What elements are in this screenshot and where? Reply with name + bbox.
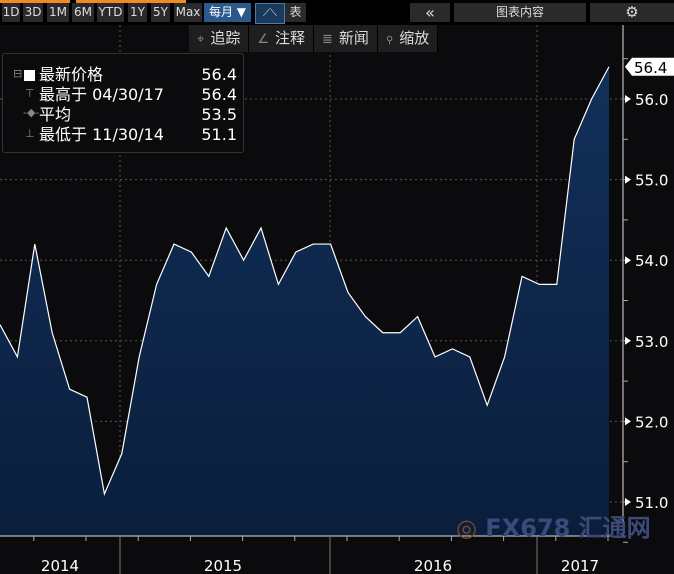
y-tick-arrow <box>625 336 631 345</box>
range-indicator <box>0 0 70 3</box>
range-button-1m[interactable]: 1M <box>47 3 69 22</box>
y-tick-label: 52.0 <box>635 413 668 431</box>
zoom-button[interactable]: ⚲ 缩放 <box>378 25 439 52</box>
news-label: 新闻 <box>338 29 369 47</box>
collapse-icon[interactable]: ⊟ <box>13 67 23 80</box>
y-tick-label: 53.0 <box>635 333 668 351</box>
area-fill <box>0 66 609 536</box>
y-tick-label: 54.0 <box>635 252 668 270</box>
zoom-label: 缩放 <box>399 29 430 47</box>
low-icon: ⊥ <box>25 127 35 140</box>
pen-icon: ∠ <box>257 32 269 47</box>
settings-button[interactable]: ⚙ <box>590 3 674 22</box>
watermark-logo: ◎ FX678 汇通网 <box>456 514 651 542</box>
range-button-5y[interactable]: 5Y <box>151 3 170 22</box>
y-tick-arrow <box>625 417 631 426</box>
crosshair-icon: ⌖ <box>197 32 205 47</box>
x-tick-label: 2014 <box>41 557 79 574</box>
range-button-1y[interactable]: 1Y <box>128 3 147 22</box>
track-label: 追踪 <box>210 29 241 47</box>
last-value-label: 56.4 <box>634 59 667 77</box>
legend-average: 平均 53.5 <box>39 105 237 125</box>
x-tick-label: 2017 <box>561 557 599 574</box>
chart-tools: ⌖ 追踪 ∠ 注释 ≣ 新闻 ⚲ 缩放 <box>189 25 439 52</box>
legend-latest: 最新价格 56.4 <box>39 65 237 85</box>
magnifier-icon: ⚲ <box>385 35 394 46</box>
range-indicator <box>76 0 164 3</box>
series-swatch <box>24 70 35 81</box>
annotate-label: 注释 <box>275 29 306 47</box>
legend: ⊟ 最新价格 56.4 ⊤ 最高于 04/30/17 56.4 -◆- 平均 53.5… <box>2 53 244 153</box>
y-tick-label: 51.0 <box>635 494 668 512</box>
legend-low: 最低于 11/30/14 51.1 <box>39 125 237 145</box>
y-tick-arrow <box>625 498 631 506</box>
range-indicator <box>146 0 186 3</box>
table-button[interactable]: 表 <box>285 3 306 22</box>
news-button[interactable]: ≣ 新闻 <box>314 25 378 52</box>
high-icon: ⊤ <box>25 87 35 100</box>
news-icon: ≣ <box>322 32 333 47</box>
y-tick-arrow <box>625 95 631 103</box>
range-button-6m[interactable]: 6M <box>72 3 94 22</box>
range-button-3d[interactable]: 3D <box>23 3 43 22</box>
y-tick-label: 56.0 <box>635 91 668 109</box>
collapse-button[interactable]: « <box>410 3 450 22</box>
series-line <box>0 66 610 497</box>
average-icon: -◆- <box>23 106 40 119</box>
range-button-max[interactable]: Max <box>174 3 202 22</box>
chart-content-button[interactable]: 图表内容 <box>454 3 586 22</box>
line-chart-button[interactable]: ⟋⟍ <box>255 3 285 24</box>
x-tick-label: 2015 <box>204 557 242 574</box>
x-tick-label: 2016 <box>414 557 452 574</box>
period-dropdown[interactable]: 每月 ▼ <box>204 3 251 22</box>
annotate-button[interactable]: ∠ 注释 <box>249 25 315 52</box>
last-value-tag <box>625 57 674 76</box>
legend-high: 最高于 04/30/17 56.4 <box>39 85 237 105</box>
y-tick-label: 55.0 <box>635 172 668 190</box>
range-button-1d[interactable]: 1D <box>2 3 20 22</box>
y-tick-arrow <box>625 175 631 184</box>
track-button[interactable]: ⌖ 追踪 <box>189 25 250 52</box>
y-tick-arrow <box>625 256 631 265</box>
range-button-ytd[interactable]: YTD <box>97 3 124 22</box>
